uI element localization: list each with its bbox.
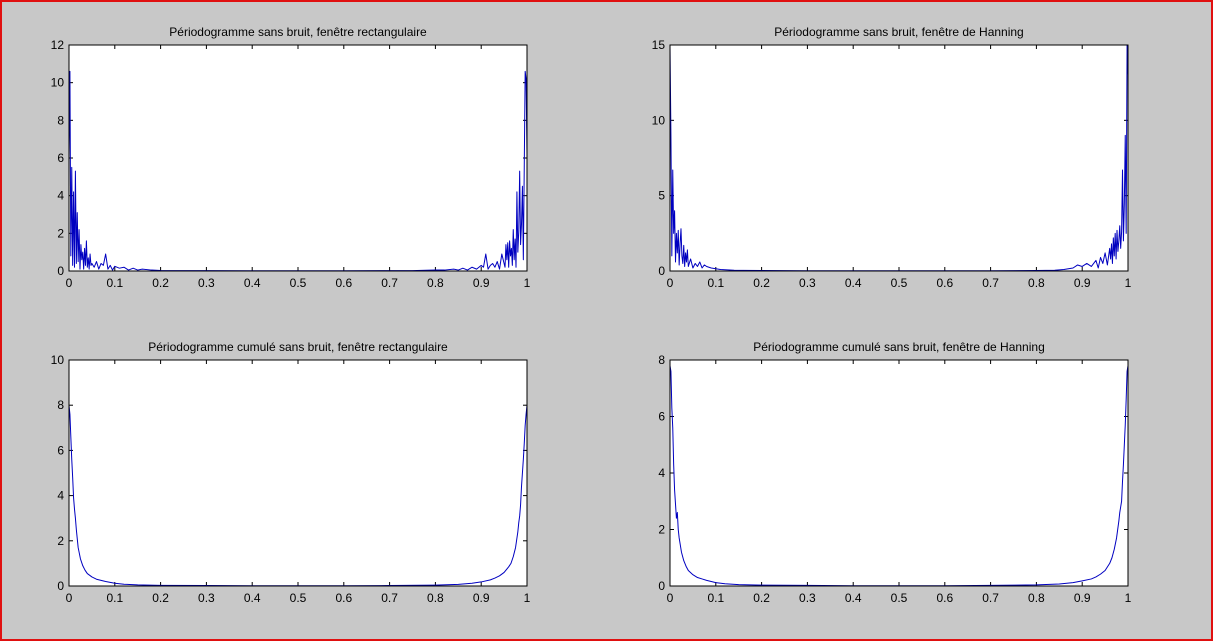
y-tick-label: 6 <box>57 151 64 165</box>
y-tick-label: 8 <box>57 113 64 127</box>
x-tick-label: 0.1 <box>106 591 123 605</box>
x-tick-label: 0.6 <box>936 276 953 290</box>
x-tick-label: 1 <box>1125 276 1132 290</box>
x-tick-label: 0.3 <box>198 276 215 290</box>
x-tick-label: 0.5 <box>891 591 908 605</box>
plot-title: Périodogramme sans bruit, fenêtre de Han… <box>774 25 1023 39</box>
x-tick-label: 0 <box>667 591 674 605</box>
x-tick-label: 0.8 <box>1028 276 1045 290</box>
x-tick-label: 0.8 <box>427 276 444 290</box>
x-tick-label: 0.4 <box>244 591 261 605</box>
axes-box <box>68 359 528 587</box>
y-tick-label: 4 <box>658 466 665 480</box>
x-tick-label: 0.7 <box>982 276 999 290</box>
y-tick-label: 2 <box>57 226 64 240</box>
x-tick-label: 1 <box>524 591 531 605</box>
y-tick-label: 4 <box>57 489 64 503</box>
plot-area <box>670 45 1128 271</box>
x-tick-label: 0.2 <box>152 591 169 605</box>
axes-box <box>68 44 528 272</box>
plot-title: Périodogramme sans bruit, fenêtre rectan… <box>169 25 427 39</box>
y-tick-label: 0 <box>57 264 64 278</box>
y-tick-label: 0 <box>57 579 64 593</box>
x-tick-label: 0.6 <box>936 591 953 605</box>
y-tick-label: 5 <box>658 189 665 203</box>
x-tick-label: 0.3 <box>799 276 816 290</box>
x-tick-label: 0.5 <box>290 591 307 605</box>
y-tick-label: 10 <box>51 353 65 367</box>
x-tick-label: 0.7 <box>381 276 398 290</box>
y-tick-label: 12 <box>51 38 65 52</box>
plot-area <box>69 360 527 586</box>
subplot-2: Périodogramme sans bruit, fenêtre de Han… <box>652 25 1132 290</box>
subplot-4: Périodogramme cumulé sans bruit, fenêtre… <box>658 340 1131 605</box>
y-tick-label: 0 <box>658 579 665 593</box>
subplot-1: Périodogramme sans bruit, fenêtre rectan… <box>51 25 531 290</box>
y-tick-label: 6 <box>658 410 665 424</box>
y-tick-label: 6 <box>57 443 64 457</box>
plot-area <box>670 360 1128 586</box>
x-tick-label: 0.7 <box>982 591 999 605</box>
x-tick-label: 0.6 <box>335 276 352 290</box>
x-tick-label: 0.2 <box>753 276 770 290</box>
x-tick-label: 0.1 <box>707 276 724 290</box>
x-tick-label: 0.9 <box>1074 276 1091 290</box>
x-tick-label: 0.9 <box>473 276 490 290</box>
x-tick-label: 0.1 <box>106 276 123 290</box>
x-tick-label: 0 <box>66 591 73 605</box>
y-tick-label: 2 <box>57 534 64 548</box>
x-tick-label: 0.4 <box>244 276 261 290</box>
x-tick-label: 0 <box>66 276 73 290</box>
x-tick-label: 0.8 <box>1028 591 1045 605</box>
x-tick-label: 0.4 <box>845 276 862 290</box>
x-tick-label: 1 <box>524 276 531 290</box>
x-tick-label: 0.3 <box>198 591 215 605</box>
y-tick-label: 10 <box>51 76 65 90</box>
y-tick-label: 0 <box>658 264 665 278</box>
plot-title: Périodogramme cumulé sans bruit, fenêtre… <box>148 340 448 354</box>
x-tick-label: 0.6 <box>335 591 352 605</box>
y-tick-label: 8 <box>57 398 64 412</box>
plot-title: Périodogramme cumulé sans bruit, fenêtre… <box>753 340 1045 354</box>
x-tick-label: 0.4 <box>845 591 862 605</box>
subplot-3: Périodogramme cumulé sans bruit, fenêtre… <box>51 340 531 605</box>
x-tick-label: 0.7 <box>381 591 398 605</box>
x-tick-label: 1 <box>1125 591 1132 605</box>
x-tick-label: 0.8 <box>427 591 444 605</box>
axes-box <box>669 44 1129 272</box>
x-tick-label: 0.9 <box>473 591 490 605</box>
x-tick-label: 0.5 <box>891 276 908 290</box>
y-tick-label: 4 <box>57 189 64 203</box>
x-tick-label: 0.2 <box>152 276 169 290</box>
axes-box <box>669 359 1129 587</box>
x-tick-label: 0 <box>667 276 674 290</box>
x-tick-label: 0.9 <box>1074 591 1091 605</box>
x-tick-label: 0.2 <box>753 591 770 605</box>
x-tick-label: 0.5 <box>290 276 307 290</box>
y-tick-label: 15 <box>652 38 666 52</box>
x-tick-label: 0.1 <box>707 591 724 605</box>
x-tick-label: 0.3 <box>799 591 816 605</box>
plot-area <box>69 45 527 271</box>
y-tick-label: 10 <box>652 113 666 127</box>
y-tick-label: 8 <box>658 353 665 367</box>
y-tick-label: 2 <box>658 523 665 537</box>
